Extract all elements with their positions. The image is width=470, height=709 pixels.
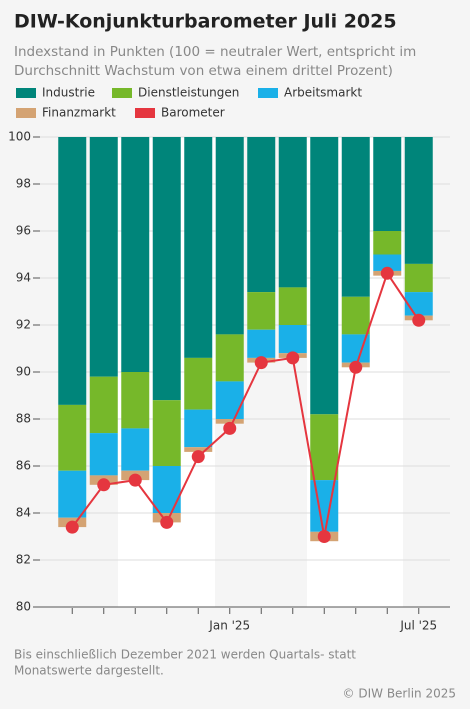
bar-segment xyxy=(215,419,244,424)
bar-segment xyxy=(404,263,433,293)
y-tick-label: 86 xyxy=(16,459,31,473)
bar-segment xyxy=(278,137,307,288)
bar-segment xyxy=(152,466,181,513)
legend-label: Dienstleistungen xyxy=(138,86,239,100)
bar-segment xyxy=(152,400,181,466)
y-tick-label: 84 xyxy=(16,506,31,520)
point xyxy=(349,360,363,374)
bar-segment xyxy=(215,137,244,335)
point xyxy=(317,530,331,543)
bar-segment xyxy=(58,137,87,405)
bar-segment xyxy=(247,137,276,293)
bar-segment xyxy=(89,137,118,377)
point xyxy=(254,356,268,370)
legend-label: Arbeitsmarkt xyxy=(284,86,362,100)
point xyxy=(286,351,300,365)
bar-segment xyxy=(404,137,433,264)
point xyxy=(160,515,174,529)
legend-swatch xyxy=(135,108,155,118)
x-tick-label: Jan '25 xyxy=(208,619,250,633)
bar-segment xyxy=(373,137,402,231)
bar-segment xyxy=(152,137,181,401)
legend-swatch xyxy=(112,88,132,98)
bar-segment xyxy=(215,334,244,382)
bar-segment xyxy=(121,372,150,429)
y-tick-label: 94 xyxy=(16,271,31,285)
note: Bis einschließlich Dezember 2021 werden … xyxy=(14,648,356,662)
y-tick-label: 92 xyxy=(16,318,31,332)
legend-label: Barometer xyxy=(161,106,225,120)
legend-label: Industrie xyxy=(42,86,95,100)
bar-segment xyxy=(89,376,118,434)
bar-segment xyxy=(373,254,402,271)
y-tick-label: 96 xyxy=(16,224,31,238)
point xyxy=(412,313,426,327)
y-tick-label: 98 xyxy=(16,177,31,191)
chart-title: DIW-Konjunkturbarometer Juli 2025 xyxy=(14,11,397,33)
y-tick-label: 88 xyxy=(16,412,31,426)
bar-segment xyxy=(89,433,118,476)
x-tick-label: Jul '25 xyxy=(399,619,437,633)
legend-label: Finanzmarkt xyxy=(42,106,116,120)
subtitle: Indexstand in Punkten (100 = neutraler W… xyxy=(14,44,416,60)
bar-segment xyxy=(373,231,402,255)
bar-segment xyxy=(247,292,276,330)
legend-swatch xyxy=(258,88,278,98)
y-tick-label: 80 xyxy=(16,600,31,614)
bar-segment xyxy=(121,137,150,372)
bar-segment xyxy=(184,447,213,452)
bar-segment xyxy=(58,404,87,471)
bar-segment xyxy=(215,381,244,419)
bar-segment xyxy=(278,325,307,354)
point xyxy=(380,266,394,280)
y-tick-label: 82 xyxy=(16,553,31,567)
point xyxy=(223,421,237,435)
bar-segment xyxy=(247,329,276,358)
bar-segment xyxy=(184,137,213,358)
bar-segment xyxy=(341,137,370,297)
source: © DIW Berlin 2025 xyxy=(343,687,456,701)
bar-segment xyxy=(58,470,87,518)
point xyxy=(128,473,142,487)
bar-segment xyxy=(310,137,339,415)
bar-segment xyxy=(184,409,213,448)
point xyxy=(97,478,111,492)
bar-segment xyxy=(121,428,150,471)
bar-segment xyxy=(310,414,339,481)
y-tick-label: 100 xyxy=(8,130,31,144)
bar-segment xyxy=(404,292,433,316)
bar-segment xyxy=(278,287,307,325)
legend-swatch xyxy=(16,108,36,118)
bar-segment xyxy=(341,296,370,335)
bar-segment xyxy=(184,357,213,410)
legend-swatch xyxy=(16,88,36,98)
point xyxy=(65,520,79,534)
note: Monatswerte dargestellt. xyxy=(14,664,164,678)
y-tick-label: 90 xyxy=(16,365,31,379)
subtitle: Durchschnitt Wachstum von etwa einem dri… xyxy=(14,63,393,79)
point xyxy=(191,450,205,464)
